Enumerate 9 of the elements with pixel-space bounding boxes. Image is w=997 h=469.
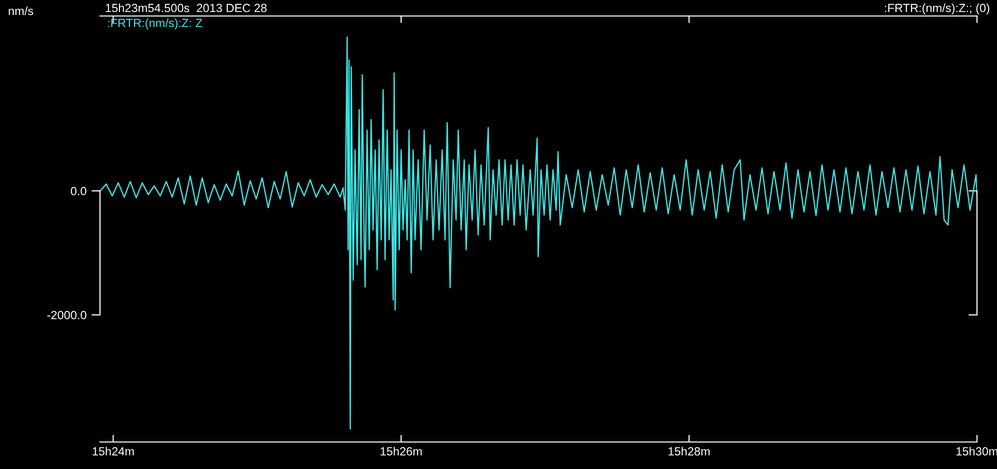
y-tick-label: 0.0 [70,186,86,196]
text: :FRTR:(nm/s):Z: Z [108,18,202,30]
chart-title: 15h23m54.500s 2013 DEC 28 [106,4,267,12]
x-tick-label: 15h24m [92,446,134,456]
x-tick-label: 15h28m [668,446,710,456]
y-tick-label: -2000.0 [47,310,86,320]
text: :FRTR:(nm/s):Z:; (0) [885,4,990,14]
x-tick-label: 15h26m [380,446,422,456]
y-axis-title: nm/s [8,6,34,16]
